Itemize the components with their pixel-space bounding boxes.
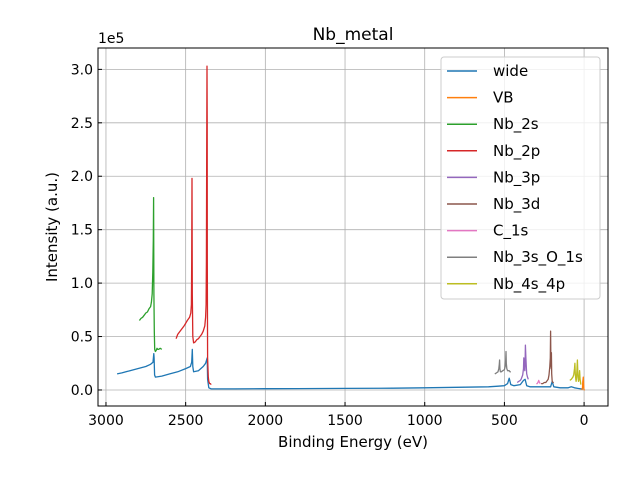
x-tick-label: 2000: [248, 413, 284, 429]
series-layer: [116, 65, 585, 391]
legend-label: Nb_2p: [493, 142, 540, 161]
x-tick-label: 2500: [168, 413, 204, 429]
x-axis: 3000 2500 2000 1500 1000 500 0: [88, 402, 589, 429]
legend-label: Nb_2s: [493, 115, 539, 134]
series-line-nb-3d: [541, 330, 554, 385]
legend-label: Nb_3d: [493, 195, 540, 214]
series-line-nb-4s-4p: [569, 359, 582, 385]
legend-label: VB: [493, 89, 514, 107]
x-tick-label: 3000: [88, 413, 124, 429]
series-line-wide: [116, 348, 584, 390]
legend-label: Nb_3s_O_1s: [493, 248, 583, 267]
series-line-c-1s: [536, 379, 541, 385]
y-tick-label: 2.0: [71, 169, 93, 185]
plot-frame: [97, 47, 609, 407]
legend-label: Nb_4s_4p: [493, 275, 565, 294]
y-tick-label: 1.5: [71, 223, 93, 239]
series-line-nb-2s: [138, 196, 163, 353]
chart-title: Nb_metal: [313, 25, 394, 45]
series-line-nb-3p: [516, 344, 529, 384]
y-offset-text: 1e5: [98, 31, 124, 47]
y-tick-label: 0.5: [71, 330, 93, 346]
x-tick-label: 1000: [407, 413, 443, 429]
x-tick-label: 500: [491, 413, 518, 429]
y-tick-label: 2.5: [71, 116, 93, 132]
series-line-vb: [581, 376, 585, 391]
x-tick-label: 0: [580, 413, 589, 429]
legend: wide VB Nb_2s Nb_2p Nb_3p Nb_3d C_1s Nb_3s_O_1s…: [440, 56, 601, 300]
legend-label: wide: [493, 62, 528, 80]
y-tick-label: 0.0: [71, 383, 93, 399]
legend-label: C_1s: [493, 222, 529, 241]
y-tick-label: 3.0: [71, 62, 93, 78]
legend-box: [440, 56, 601, 300]
y-axis-label: Intensity (a.u.): [43, 172, 61, 282]
series-line-nb-2p: [175, 65, 212, 386]
y-axis: 0.0 0.5 1.0 1.5 2.0 2.5 3.0: [71, 62, 102, 399]
x-tick-label: 1500: [327, 413, 363, 429]
y-tick-label: 1.0: [71, 276, 93, 292]
legend-label: Nb_3p: [493, 168, 540, 187]
x-axis-label: Binding Energy (eV): [278, 433, 428, 451]
series-line-nb-3s-o-1s: [494, 350, 511, 375]
